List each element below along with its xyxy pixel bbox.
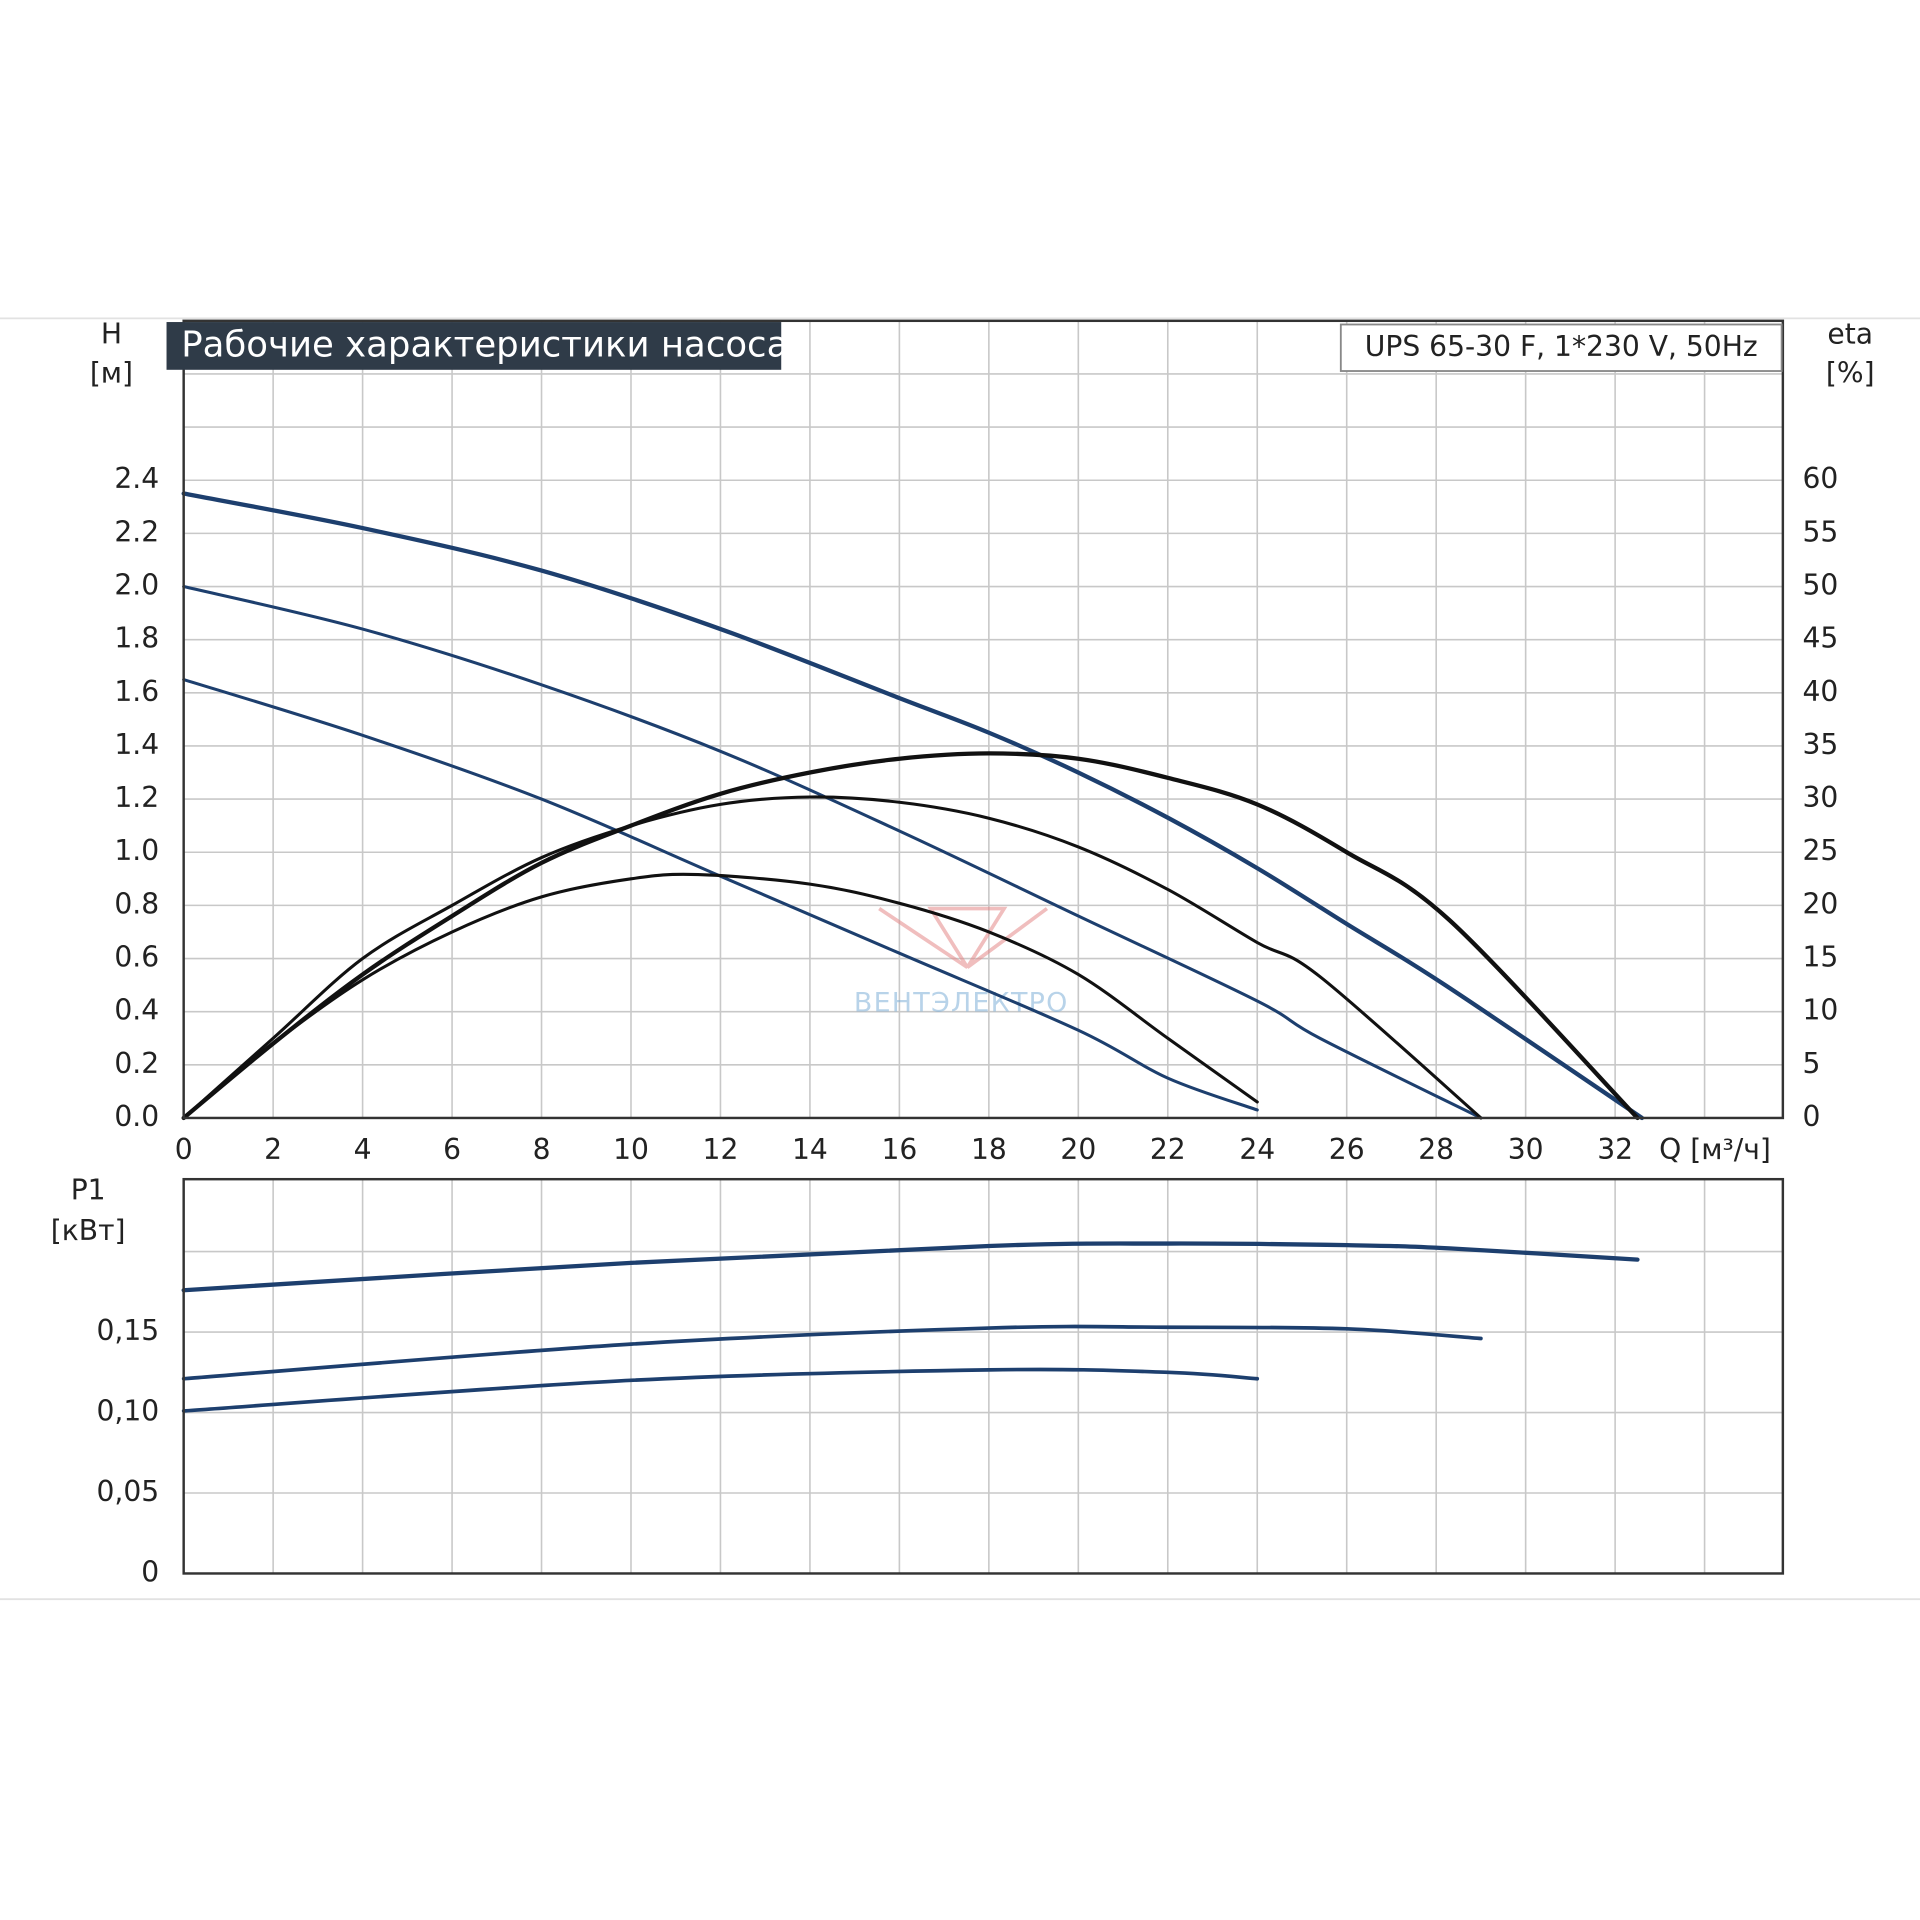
- y-tick-label: 2.2: [114, 515, 159, 548]
- y-tick-label: 0.8: [114, 887, 159, 920]
- x-tick-label: 22: [1150, 1133, 1186, 1166]
- title-box: [166, 322, 782, 370]
- curve: [182, 678, 1259, 1112]
- y2-tick-label: 40: [1802, 675, 1838, 708]
- y-tick-label: 2.0: [114, 569, 159, 602]
- curve: [182, 872, 1259, 1120]
- x-tick-label: 8: [533, 1133, 551, 1166]
- curve: [181, 751, 1640, 1121]
- curve: [181, 1324, 1483, 1381]
- y-tick-label: 0.6: [114, 941, 159, 974]
- y-tick-label: 0.2: [114, 1047, 159, 1080]
- y-tick-label: 0,10: [96, 1395, 159, 1428]
- y-tick-label: 0.0: [114, 1100, 159, 1133]
- x-tick-label: 20: [1060, 1133, 1096, 1166]
- y2-tick-label: 60: [1802, 462, 1838, 495]
- y-tick-label: 0: [141, 1555, 159, 1588]
- y-tick-label: 1.0: [114, 834, 159, 867]
- y2-tick-label: 25: [1802, 834, 1838, 867]
- y2-tick-label: 45: [1802, 622, 1838, 655]
- y-tick-label: 1.6: [114, 675, 159, 708]
- chart-title: Рабочие характеристики насоса: [181, 325, 788, 366]
- curve: [181, 1367, 1260, 1413]
- curve: [182, 585, 1483, 1120]
- curve: [182, 795, 1483, 1120]
- y2-tick-label: 55: [1802, 515, 1838, 548]
- y2-tick-label: 10: [1802, 994, 1838, 1027]
- x-tick-label: 18: [971, 1133, 1007, 1166]
- model-box: [1339, 323, 1783, 372]
- x-tick-label: 12: [703, 1133, 739, 1166]
- y2-tick-label: 50: [1802, 569, 1838, 602]
- x-tick-label: 28: [1418, 1133, 1454, 1166]
- y2-tick-label: 15: [1802, 941, 1838, 974]
- x-tick-label: 14: [792, 1133, 828, 1166]
- x-tick-label: 24: [1239, 1133, 1275, 1166]
- watermark-text: ВЕНТЭЛЕКТРО: [854, 988, 1069, 1019]
- plot-frame: [182, 319, 1785, 1120]
- y-axis-unit: [м]: [90, 357, 133, 390]
- y-axis-unit: [кВт]: [51, 1214, 126, 1247]
- x-tick-label: 0: [175, 1133, 193, 1166]
- y-tick-label: 1.8: [114, 622, 159, 655]
- x-tick-label: 10: [613, 1133, 649, 1166]
- y2-axis-label: eta: [1827, 318, 1873, 351]
- y2-tick-label: 35: [1802, 728, 1838, 761]
- x-tick-label: 26: [1329, 1133, 1365, 1166]
- x-tick-label: 16: [881, 1133, 917, 1166]
- x-tick-label: 30: [1508, 1133, 1544, 1166]
- y-tick-label: 1.2: [114, 781, 159, 814]
- y-tick-label: 0.4: [114, 994, 159, 1027]
- watermark: ВЕНТЭЛЕКТРО: [854, 906, 1069, 1019]
- model-label: UPS 65-30 F, 1*230 V, 50Hz: [1365, 330, 1758, 363]
- y-tick-label: 2.4: [114, 462, 159, 495]
- curve: [181, 1241, 1640, 1293]
- x-tick-label: 4: [354, 1133, 372, 1166]
- y-tick-label: 1.4: [114, 728, 159, 761]
- y2-tick-label: 5: [1802, 1047, 1820, 1080]
- y-axis-label: H: [101, 318, 122, 351]
- watermark-logo: [878, 906, 1049, 969]
- y2-tick-label: 20: [1802, 887, 1838, 920]
- x-tick-label: 6: [443, 1133, 461, 1166]
- y-axis-label: P1: [71, 1173, 106, 1206]
- y2-axis-unit: [%]: [1826, 357, 1875, 390]
- curves: [181, 491, 1645, 1413]
- x-axis-label: Q [м³/ч]: [1659, 1133, 1771, 1166]
- x-tick-label: 32: [1597, 1133, 1633, 1166]
- y2-tick-label: 0: [1802, 1100, 1820, 1133]
- y-tick-label: 0,05: [96, 1475, 159, 1508]
- y-tick-label: 0,15: [96, 1314, 159, 1347]
- x-tick-label: 2: [264, 1133, 282, 1166]
- grid-layer: [182, 320, 1783, 1575]
- plot-frame: [182, 1177, 1785, 1575]
- y2-tick-label: 30: [1802, 781, 1838, 814]
- curve: [181, 491, 1645, 1121]
